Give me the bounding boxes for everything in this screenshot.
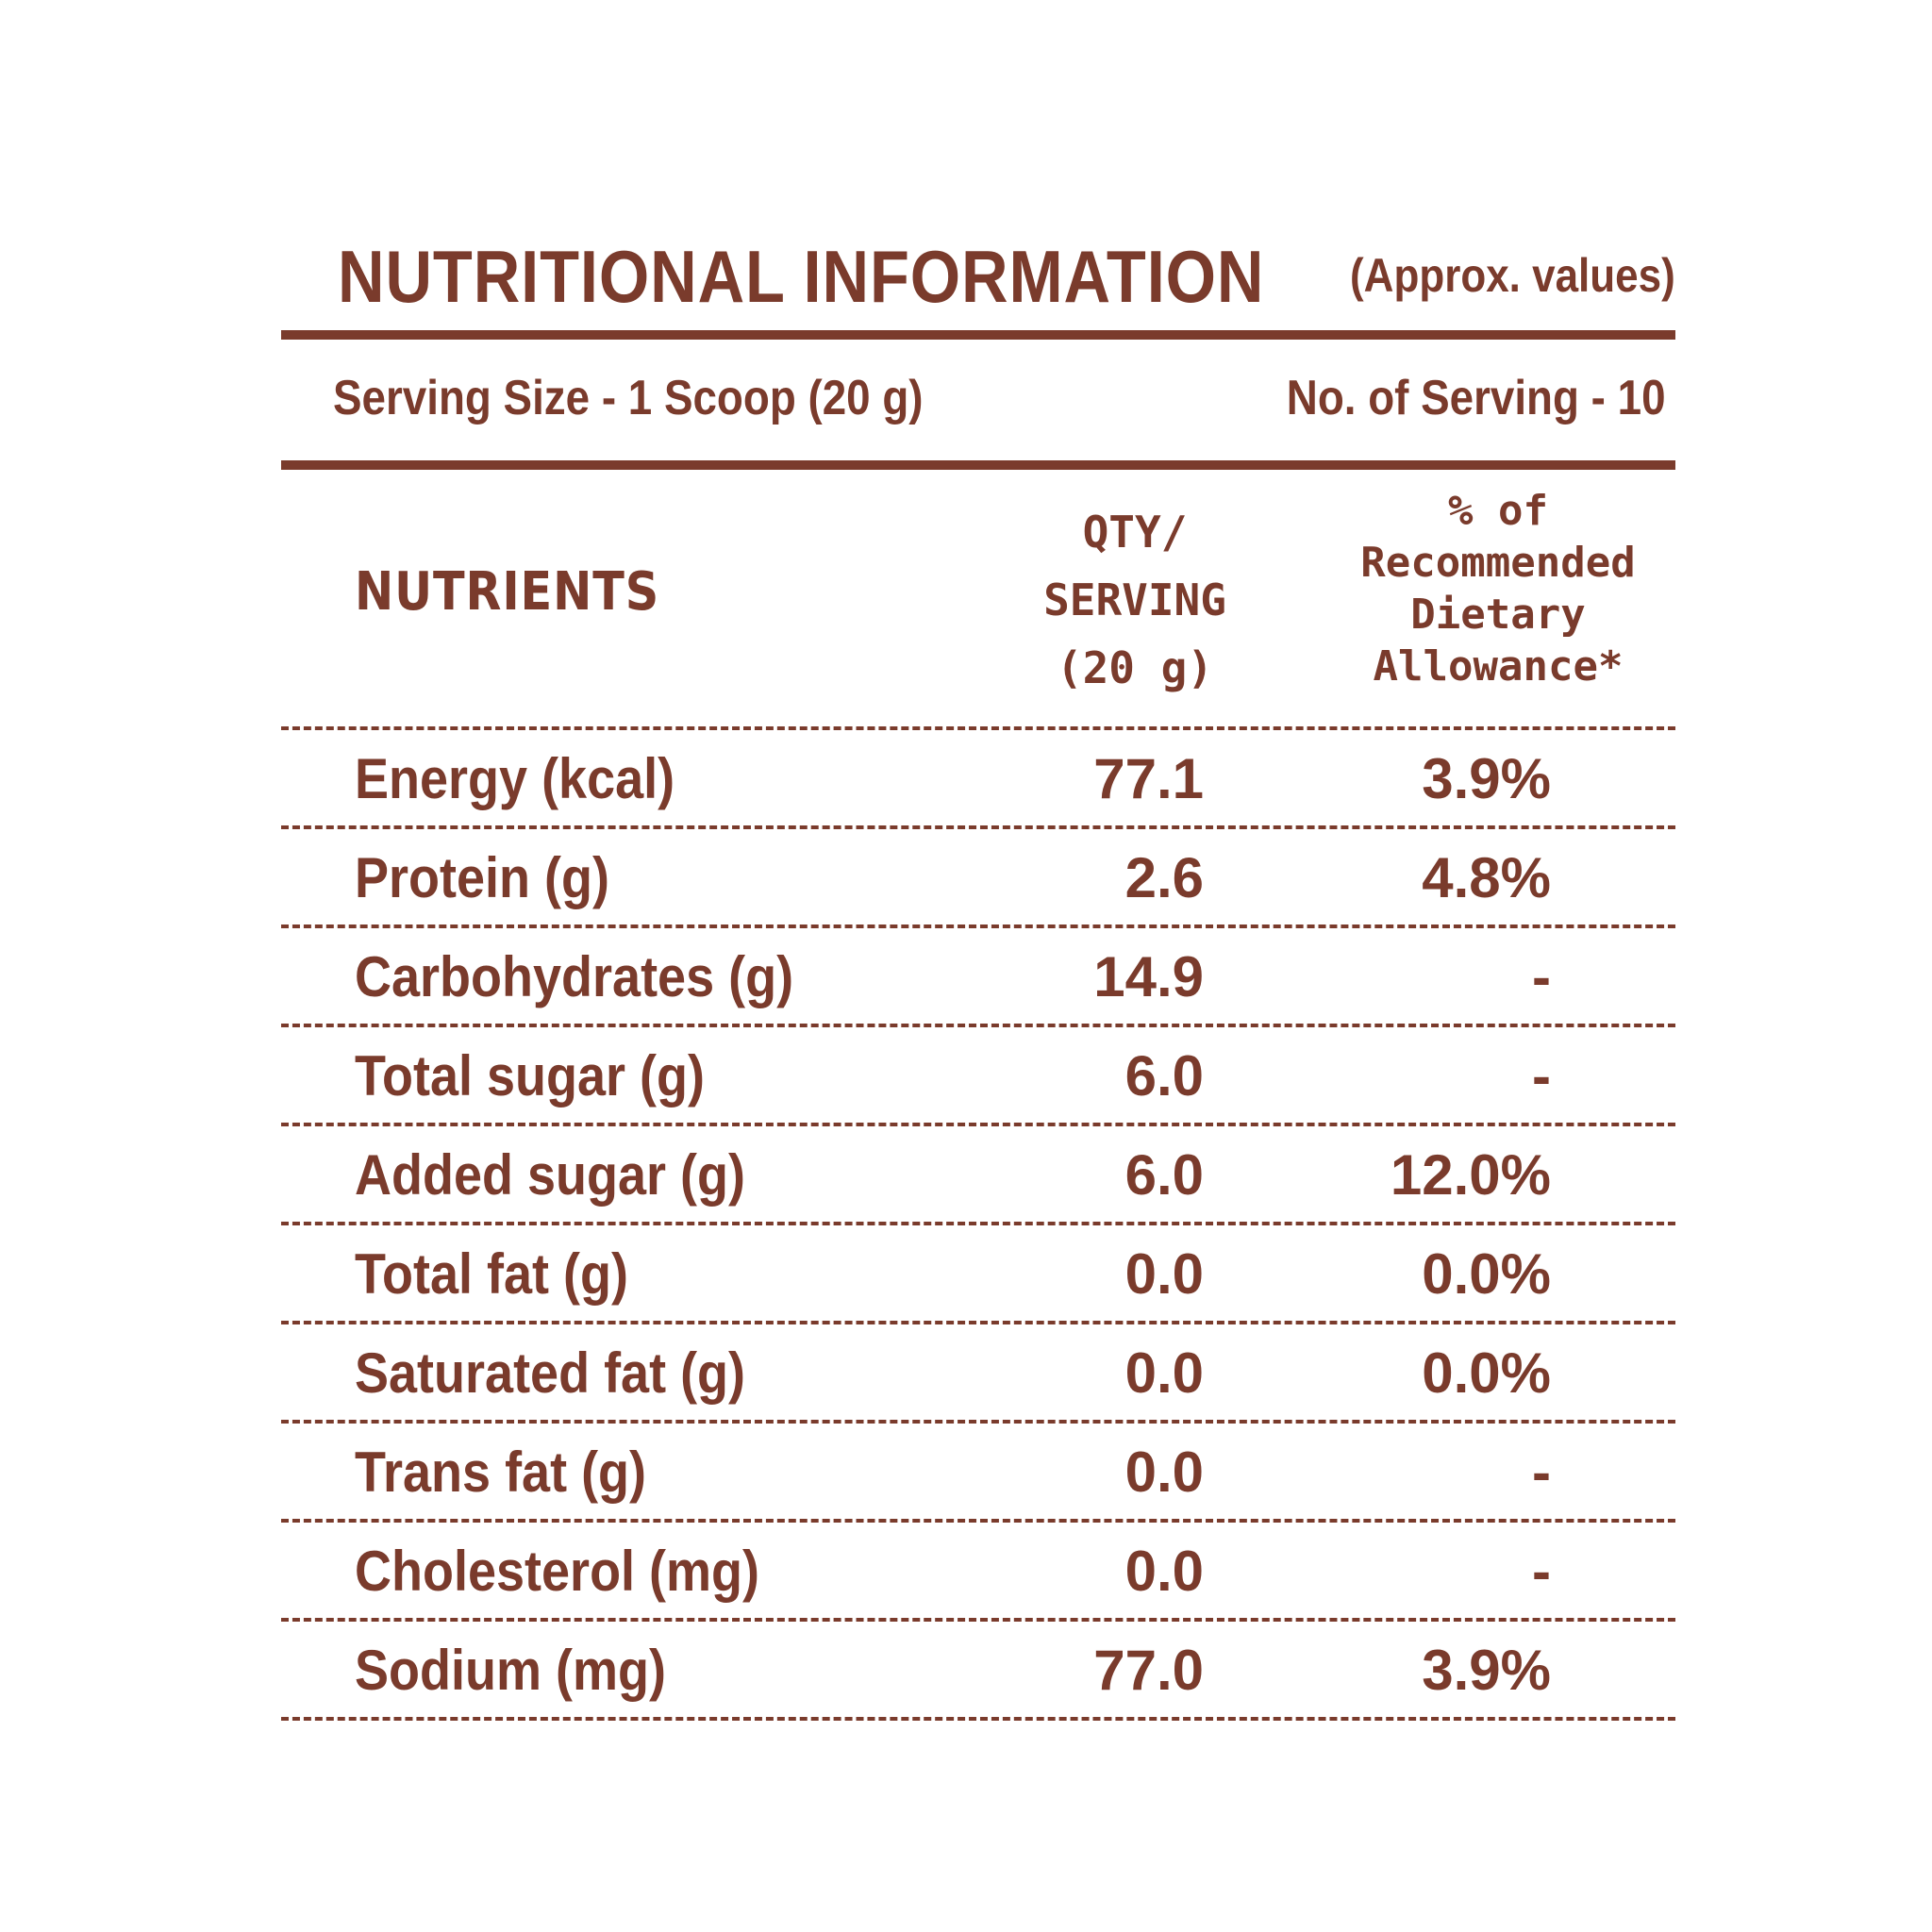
nutrient-name: Sodium (mg) xyxy=(355,1639,666,1702)
row-divider xyxy=(281,924,1675,928)
serving-size: Serving Size - 1 Scoop (20 g) xyxy=(333,371,924,425)
nutrient-rda: 0.0% xyxy=(1422,1242,1551,1306)
row-divider xyxy=(281,1519,1675,1523)
qty-header-line: QTY/ xyxy=(1082,507,1188,558)
nutrient-qty: 2.6 xyxy=(1124,846,1204,909)
table-row: Protein (g) 2.6 4.8% xyxy=(281,829,1675,924)
nutrient-rda: - xyxy=(1532,1441,1551,1504)
nutrient-rda: 0.0% xyxy=(1422,1341,1551,1405)
nutrient-rda: - xyxy=(1532,1540,1551,1603)
table-row: Total sugar (g) 6.0 - xyxy=(281,1027,1675,1123)
top-divider xyxy=(281,330,1675,340)
rda-header-line: Dietary xyxy=(1410,591,1586,639)
nutrient-qty: 6.0 xyxy=(1124,1044,1204,1108)
approx-note: (Approx. values) xyxy=(1350,249,1675,302)
nutrient-qty: 6.0 xyxy=(1124,1143,1204,1207)
table-row: Total fat (g) 0.0 0.0% xyxy=(281,1225,1675,1321)
row-divider xyxy=(281,1618,1675,1622)
table-row: Cholesterol (mg) 0.0 - xyxy=(281,1523,1675,1618)
table-row: Sodium (mg) 77.0 3.9% xyxy=(281,1622,1675,1717)
header-divider xyxy=(281,460,1675,470)
nutrient-name: Total fat (g) xyxy=(355,1242,628,1306)
table-row: Saturated fat (g) 0.0 0.0% xyxy=(281,1324,1675,1420)
rda-header-line: Recommended xyxy=(1360,539,1636,587)
column-header-row: NUTRIENTS QTY/ SERVING (20 g) % of Recom… xyxy=(281,470,1675,726)
nutrient-rda: - xyxy=(1532,945,1551,1008)
nutrient-qty: 0.0 xyxy=(1124,1242,1204,1306)
nutrient-rda: 3.9% xyxy=(1422,747,1551,810)
nutrition-panel: NUTRITIONAL INFORMATION (Approx. values)… xyxy=(281,226,1675,1721)
nutrient-rda: 12.0% xyxy=(1390,1143,1551,1207)
table-row: Carbohydrates (g) 14.9 - xyxy=(281,928,1675,1024)
nutrient-qty: 77.1 xyxy=(1093,747,1204,810)
row-divider xyxy=(281,1024,1675,1027)
row-divider xyxy=(281,1717,1675,1721)
column-header-qty: QTY/ SERVING (20 g) xyxy=(1026,498,1243,702)
row-divider xyxy=(281,1321,1675,1324)
nutrient-qty: 14.9 xyxy=(1093,945,1204,1008)
rda-header-line: % of xyxy=(1448,487,1548,535)
title-row: NUTRITIONAL INFORMATION (Approx. values) xyxy=(281,226,1675,330)
row-divider xyxy=(281,1420,1675,1424)
column-header-nutrients: NUTRIENTS xyxy=(355,561,660,623)
row-divider xyxy=(281,726,1675,730)
rda-header-line: Allowance* xyxy=(1373,642,1624,691)
nutrient-rda: 4.8% xyxy=(1422,846,1551,909)
table-row: Energy (kcal) 77.1 3.9% xyxy=(281,730,1675,825)
column-header-rda: % of Recommended Dietary Allowance* xyxy=(1338,485,1658,692)
table-row: Added sugar (g) 6.0 12.0% xyxy=(281,1126,1675,1222)
row-divider xyxy=(281,825,1675,829)
nutrient-name: Total sugar (g) xyxy=(355,1044,705,1108)
page-title: NUTRITIONAL INFORMATION xyxy=(338,235,1265,318)
nutrient-name: Trans fat (g) xyxy=(355,1441,647,1504)
qty-header-line: SERVING xyxy=(1043,575,1226,625)
nutrient-rda: - xyxy=(1532,1044,1551,1108)
nutrient-qty: 0.0 xyxy=(1124,1441,1204,1504)
nutrient-name: Cholesterol (mg) xyxy=(355,1540,760,1603)
nutrient-name: Energy (kcal) xyxy=(355,747,675,810)
serving-count: No. of Serving - 10 xyxy=(1287,371,1666,425)
nutrient-name: Protein (g) xyxy=(355,846,609,909)
nutrient-name: Carbohydrates (g) xyxy=(355,945,794,1008)
serving-row: Serving Size - 1 Scoop (20 g) No. of Ser… xyxy=(281,340,1675,460)
row-divider xyxy=(281,1123,1675,1126)
nutrient-name: Saturated fat (g) xyxy=(355,1341,746,1405)
nutrient-qty: 0.0 xyxy=(1124,1540,1204,1603)
nutrient-qty: 77.0 xyxy=(1093,1639,1204,1702)
nutrient-qty: 0.0 xyxy=(1124,1341,1204,1405)
row-divider xyxy=(281,1222,1675,1225)
nutrient-name: Added sugar (g) xyxy=(355,1143,745,1207)
nutrient-rda: 3.9% xyxy=(1422,1639,1551,1702)
qty-header-line: (20 g) xyxy=(1056,642,1214,693)
table-row: Trans fat (g) 0.0 - xyxy=(281,1424,1675,1519)
